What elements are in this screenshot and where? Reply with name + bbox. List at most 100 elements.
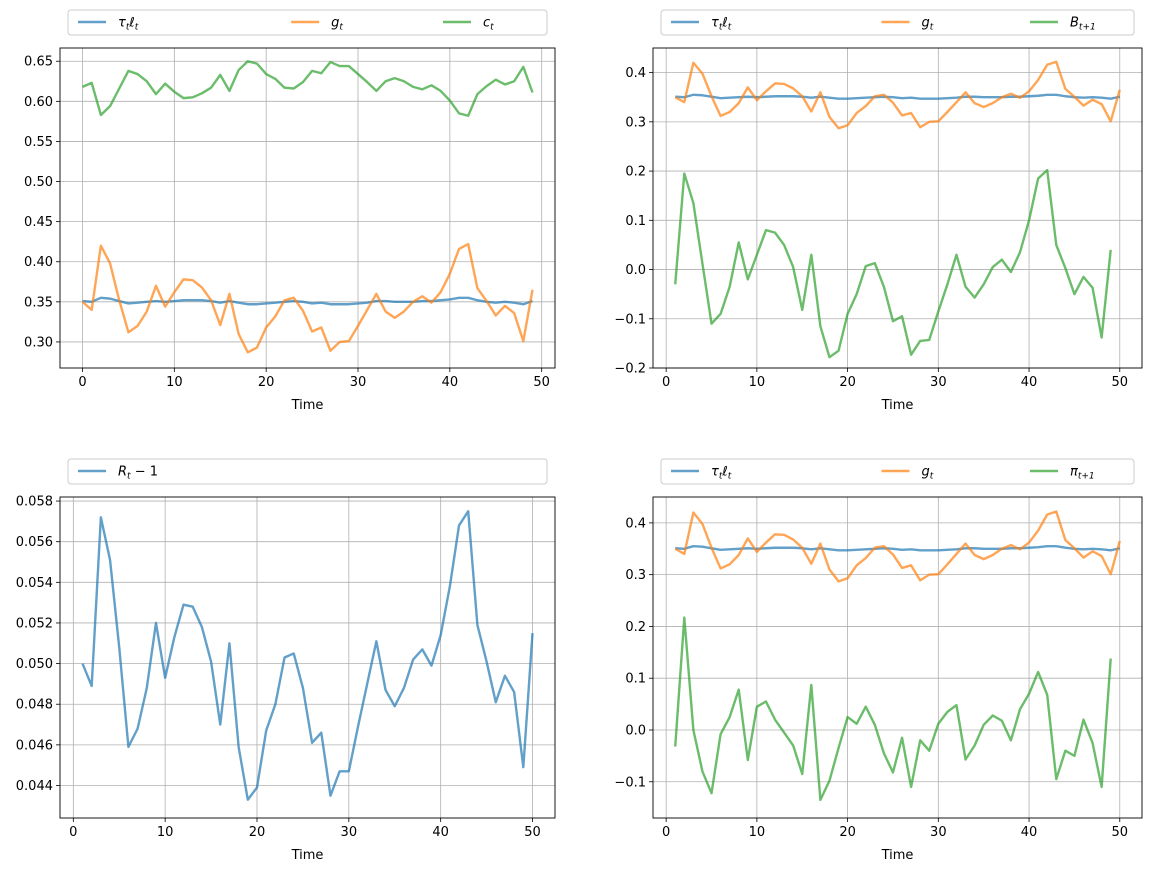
legend-label: τt​ℓt​ <box>118 16 139 33</box>
plot-frame <box>59 496 556 819</box>
legend-label: Bt+1​ <box>1070 16 1096 33</box>
chart-panel-2: 0 10 20 30 40 50 −0.2 −0.1 0.0 0.1 0.2 0.3 0.4 Time τt… <box>614 9 1143 413</box>
y-tick-label: 0.3 <box>625 115 646 130</box>
x-tick-label: 30 <box>930 825 947 840</box>
x-tick-label: 0 <box>69 825 77 840</box>
y-tick-label: 0.4 <box>625 516 646 531</box>
legend-item-3: Bt+1​ <box>1030 16 1096 33</box>
x-tick-label: 50 <box>533 375 550 390</box>
legend-label: gt​ <box>331 16 343 33</box>
legend-label: gt​ <box>921 465 933 482</box>
legend-item-1: τt​ℓt​ <box>671 16 732 33</box>
legend-item-1: Rt​ − 1 <box>78 465 158 482</box>
y-tick-label: 0.0 <box>625 263 646 278</box>
legend-item-1: τt​ℓt​ <box>671 465 732 482</box>
plot-frame <box>652 496 1143 819</box>
legend-label: gt​ <box>921 16 933 33</box>
series-line-2 <box>674 60 1121 130</box>
x-tick-label: 20 <box>839 825 856 840</box>
legend-item-1: τt​ℓt​ <box>78 16 139 33</box>
y-tick-label: 0.55 <box>24 135 53 150</box>
y-tick-label: 0.1 <box>625 672 646 687</box>
y-tick-label: 0.050 <box>16 657 53 672</box>
x-tick-label: 40 <box>432 825 449 840</box>
y-tick-label: 0.4 <box>625 66 646 81</box>
x-tick-label: 10 <box>749 375 766 390</box>
legend-label: τt​ℓt​ <box>711 465 732 482</box>
y-tick-label: −0.2 <box>614 362 646 377</box>
x-tick-label: 30 <box>341 825 358 840</box>
y-tick-label: 0.2 <box>625 620 646 635</box>
y-tick-label: 0.50 <box>24 175 53 190</box>
x-tick-label: 50 <box>1111 825 1128 840</box>
series-line-1 <box>675 544 1121 552</box>
x-tick-label: 10 <box>157 825 174 840</box>
legend: τt​ℓt​ gt​ πt+1​ <box>660 458 1135 485</box>
y-tick-label: 0.054 <box>16 576 53 591</box>
x-axis-label: Time <box>881 398 914 413</box>
x-axis-label: Time <box>881 848 914 863</box>
legend-box <box>67 458 548 485</box>
x-tick-label: 40 <box>1021 375 1038 390</box>
chart-panel-1: 0 10 20 30 40 50 0.30 0.35 0.40 0.45 0.50 0.55 0.60 0… <box>24 9 556 413</box>
legend: Rt​ − 1 <box>67 458 548 485</box>
plot-frame <box>59 47 556 369</box>
series-line-1 <box>81 510 534 801</box>
y-tick-label: 0.1 <box>625 214 646 229</box>
y-tick-label: 0.058 <box>16 495 53 510</box>
legend: τt​ℓt​ gt​ ct​ <box>67 9 548 36</box>
x-tick-label: 30 <box>350 375 367 390</box>
legend-label: τt​ℓt​ <box>711 16 732 33</box>
chart-panel-3: 0 10 20 30 40 50 0.044 0.046 0.048 0.050 0.052 0.05… <box>16 458 556 863</box>
x-axis-label: Time <box>291 398 324 413</box>
y-tick-label: 0.046 <box>16 738 53 753</box>
x-tick-label: 50 <box>524 825 541 840</box>
series-line-3 <box>674 616 1112 802</box>
legend-label: Rt​ − 1 <box>118 465 158 482</box>
chart-panel-4: 0 10 20 30 40 50 −0.1 0.0 0.1 0.2 0.3 0.4 Time τt​ℓt​… <box>614 458 1143 863</box>
y-tick-label: 0.052 <box>16 616 53 631</box>
y-tick-label: −0.1 <box>614 775 646 790</box>
y-tick-label: 0.60 <box>24 95 53 110</box>
y-tick-label: 0.056 <box>16 535 53 550</box>
legend-item-3: πt+1​ <box>1030 465 1095 482</box>
legend-label: ct​ <box>483 16 494 33</box>
x-tick-label: 30 <box>930 375 947 390</box>
legend-item-2: gt​ <box>881 465 934 482</box>
legend-item-3: ct​ <box>443 16 494 33</box>
y-tick-label: 0.45 <box>24 215 53 230</box>
x-tick-label: 20 <box>249 825 266 840</box>
y-tick-label: 0.40 <box>24 255 53 270</box>
x-tick-label: 40 <box>1021 825 1038 840</box>
legend-item-2: gt​ <box>291 16 343 33</box>
x-tick-label: 0 <box>662 375 670 390</box>
x-tick-label: 10 <box>166 375 183 390</box>
series-line-1 <box>675 93 1121 100</box>
y-tick-label: 0.0 <box>625 723 646 738</box>
legend-label: πt+1​ <box>1070 465 1095 482</box>
y-tick-label: 0.30 <box>24 335 53 350</box>
plot-frame <box>652 47 1143 369</box>
x-tick-label: 20 <box>258 375 275 390</box>
x-tick-label: 40 <box>442 375 459 390</box>
x-tick-label: 50 <box>1111 375 1128 390</box>
series-line-2 <box>81 242 534 354</box>
y-tick-label: 0.3 <box>625 568 646 583</box>
legend: τt​ℓt​ gt​ Bt+1​ <box>660 9 1135 36</box>
series-line-3 <box>674 168 1112 359</box>
y-tick-label: 0.044 <box>16 779 53 794</box>
y-tick-label: 0.35 <box>24 295 53 310</box>
series-line-1 <box>82 296 533 306</box>
x-tick-label: 0 <box>662 825 670 840</box>
series-line-2 <box>674 510 1121 583</box>
y-tick-label: 0.2 <box>625 165 646 180</box>
x-tick-label: 10 <box>749 825 766 840</box>
y-tick-label: 0.65 <box>24 55 53 70</box>
x-axis-label: Time <box>291 848 324 863</box>
series-line-3 <box>82 60 534 117</box>
y-tick-label: −0.1 <box>614 312 646 327</box>
x-tick-label: 0 <box>78 375 86 390</box>
y-tick-label: 0.048 <box>16 698 53 713</box>
legend-item-2: gt​ <box>881 16 934 33</box>
